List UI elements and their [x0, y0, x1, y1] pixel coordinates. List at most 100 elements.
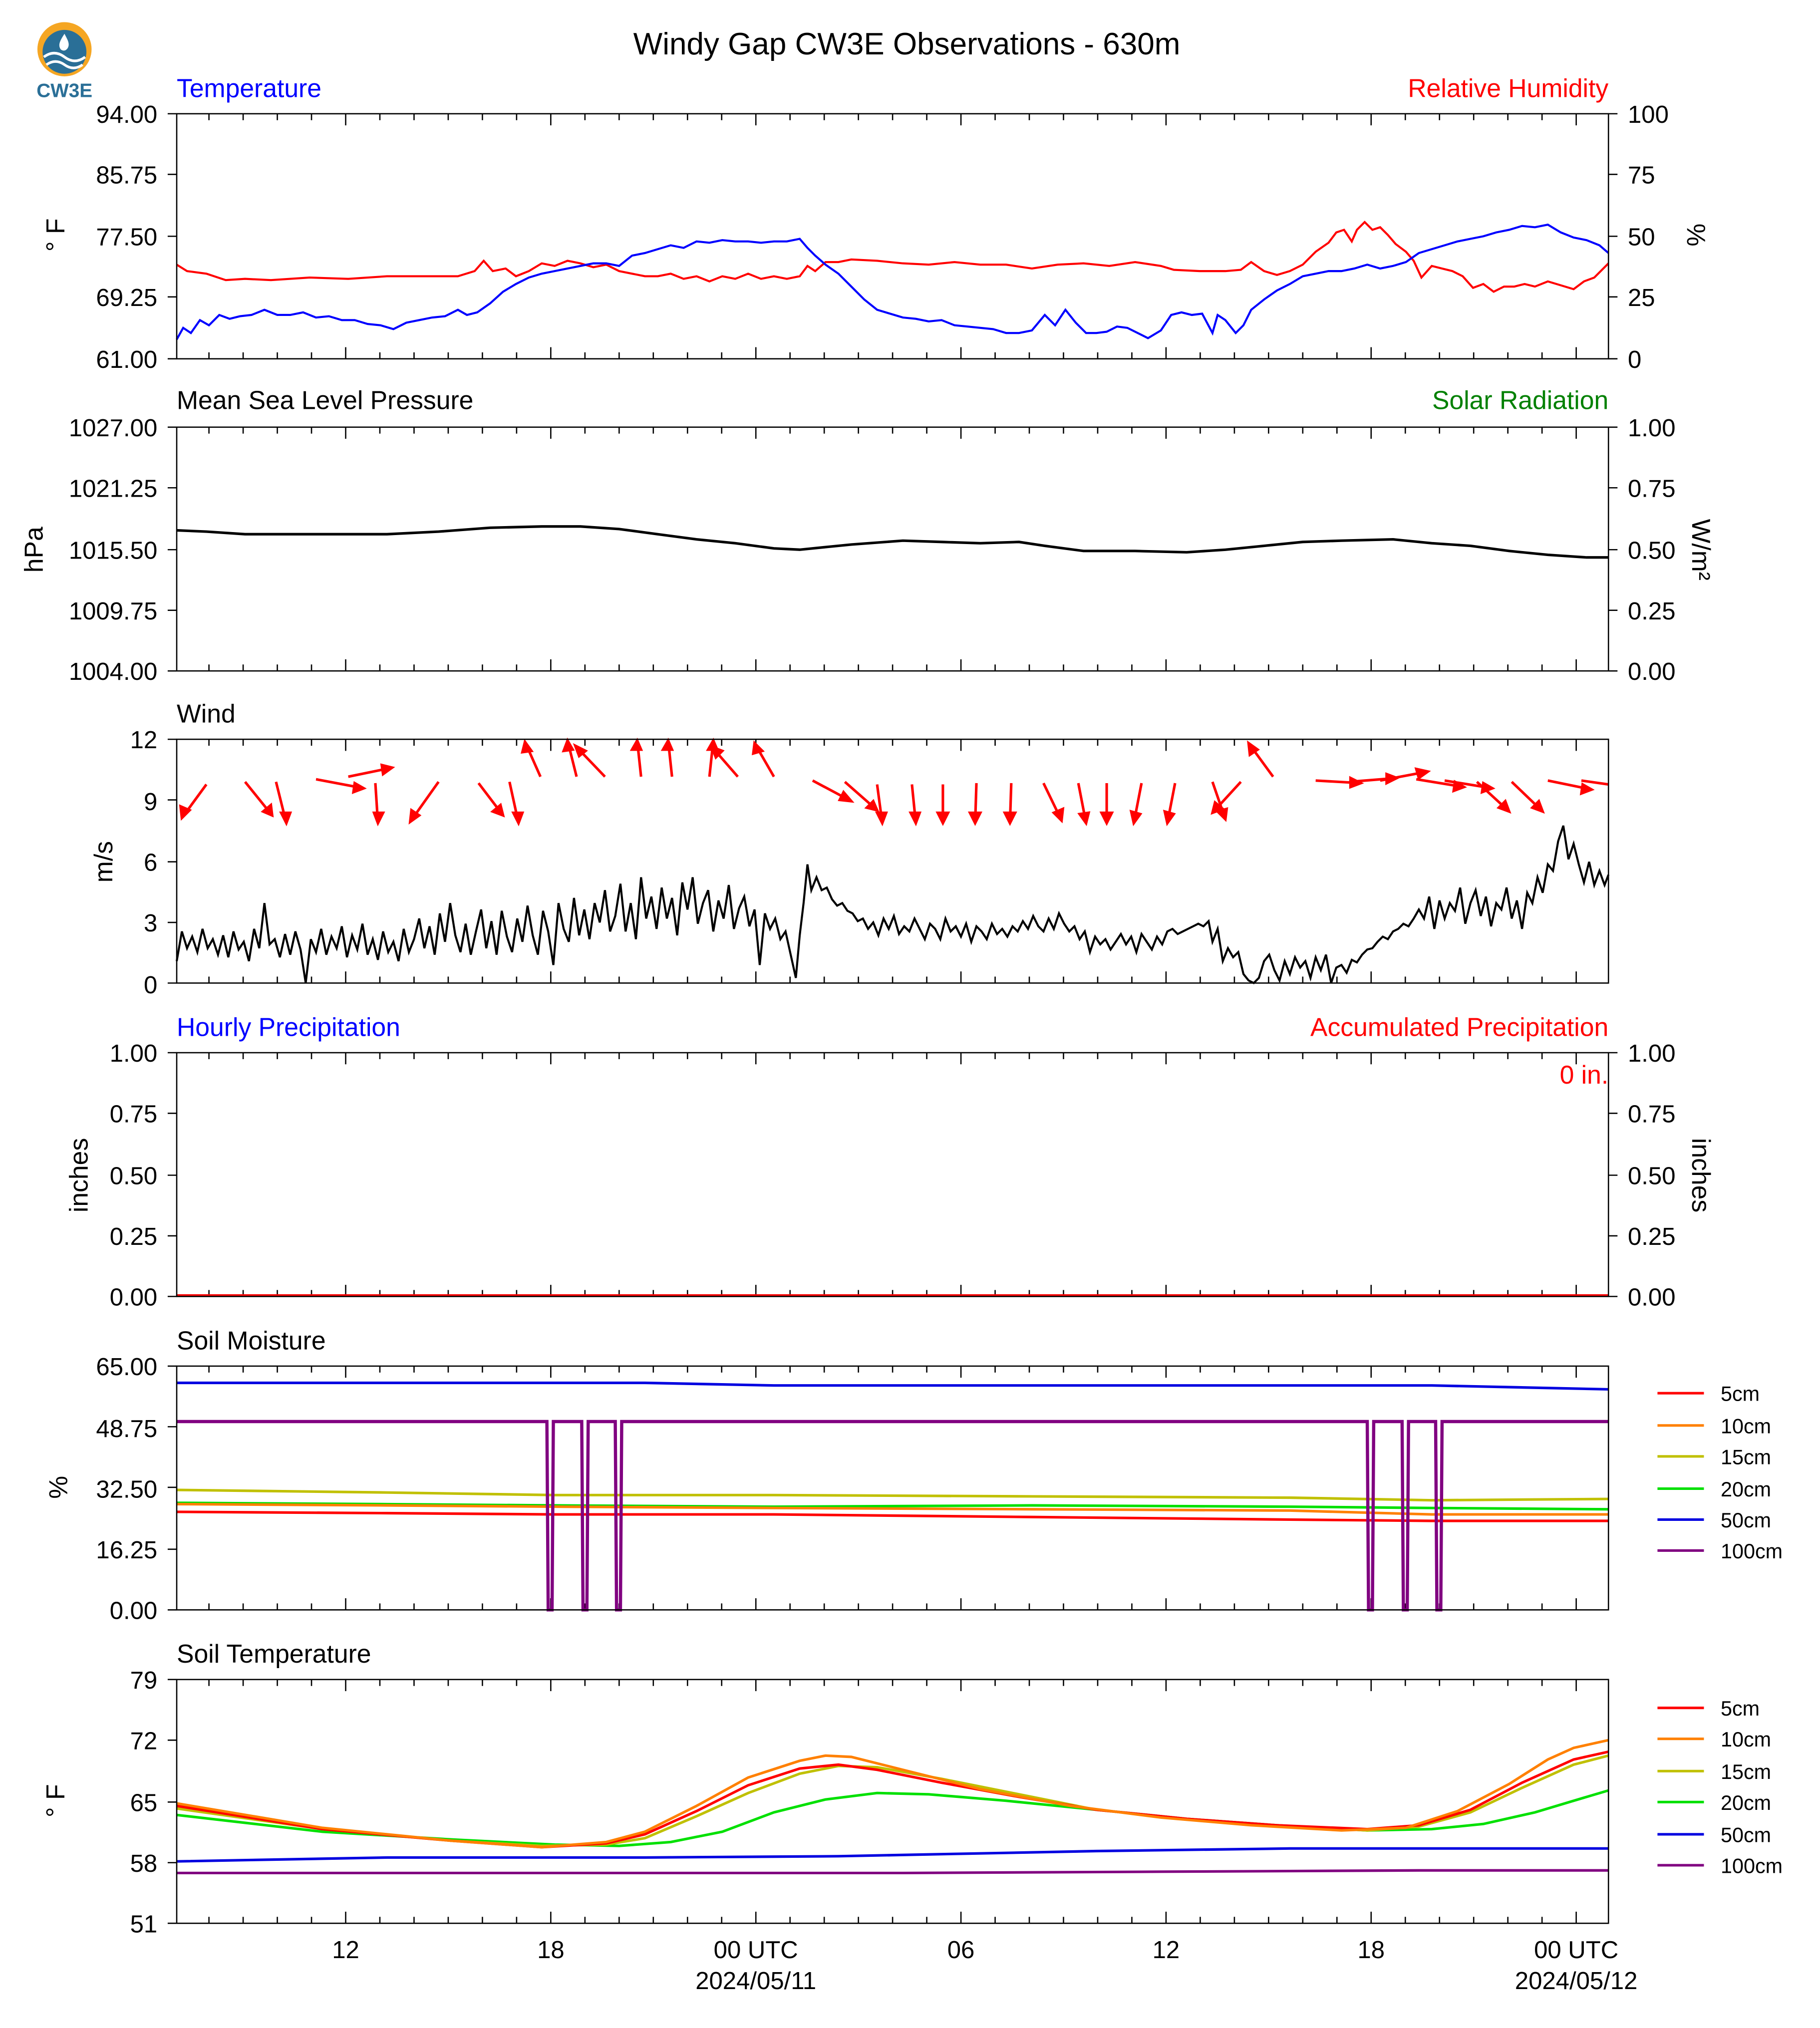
- pressure-tick: 1027.00: [69, 415, 157, 442]
- soil-moisture-legend: 5cm 10cm 15cm 20cm 50cm 100cm: [1657, 1383, 1783, 1563]
- soil-moisture-tick: 0.00: [110, 1597, 158, 1624]
- precip-tick: 1.00: [110, 1040, 158, 1067]
- pressure-ylabel: hPa: [19, 527, 48, 573]
- x-tick-label: 00 UTC: [714, 1937, 798, 1964]
- panel-soil-moisture: Soil Moisture % 65.00 48.75 32.50 16.25 …: [43, 1326, 1609, 1624]
- accum-tick: 0.25: [1628, 1223, 1676, 1250]
- temperature-title: Temperature: [177, 73, 321, 102]
- legend-label: 5cm: [1721, 1383, 1760, 1406]
- legend-label: 10cm: [1721, 1728, 1771, 1751]
- soil-moisture-title: Soil Moisture: [177, 1326, 326, 1355]
- accum-tick: 0.75: [1628, 1101, 1676, 1128]
- temperature-line: [176, 223, 1609, 340]
- rh-tick: 0: [1628, 346, 1641, 373]
- x-axis: 12 18 00 UTC 06 12 18 00 UTC 2024/05/11 …: [332, 1937, 1637, 1995]
- pressure-tick: 1009.75: [69, 598, 157, 625]
- accum-total-label: 0 in.: [1560, 1060, 1609, 1089]
- panel-soil-temperature: Soil Temperature ° F 79 72 65 58 51: [41, 1639, 1609, 1938]
- legend-label: 50cm: [1721, 1509, 1771, 1532]
- x-date-label: 2024/05/11: [695, 1968, 816, 1995]
- soil-moisture-tick: 65.00: [96, 1354, 157, 1381]
- wind-direction-arrows: [179, 737, 1609, 827]
- x-tick-label: 12: [1153, 1937, 1180, 1964]
- x-tick-label: 18: [537, 1937, 565, 1964]
- humidity-ylabel: %: [1682, 224, 1711, 247]
- soil-temp-tick: 58: [130, 1850, 158, 1877]
- soil-temp-ylabel: ° F: [41, 1784, 70, 1817]
- temperature-ylabel: ° F: [41, 218, 70, 252]
- precip-tick: 0.25: [110, 1223, 158, 1250]
- humidity-line: [176, 221, 1609, 293]
- accum-tick: 0.00: [1628, 1284, 1676, 1311]
- solar-tick: 0.00: [1628, 658, 1676, 685]
- legend-label: 15cm: [1721, 1446, 1771, 1468]
- temp-tick: 69.25: [96, 285, 157, 311]
- legend-label: 5cm: [1721, 1697, 1760, 1720]
- solar-tick: 0.75: [1628, 475, 1676, 502]
- solar-tick: 0.50: [1628, 537, 1676, 564]
- figure-title: Windy Gap CW3E Observations - 630m: [633, 27, 1181, 61]
- legend-label: 50cm: [1721, 1823, 1771, 1846]
- soil-temp-tick: 79: [130, 1667, 158, 1694]
- x-date-label: 2024/05/12: [1515, 1968, 1638, 1995]
- rh-tick: 25: [1628, 285, 1655, 311]
- x-tick-label: 12: [332, 1937, 359, 1964]
- soil-moisture-line-100cm: [177, 1420, 1609, 1612]
- x-tick-label: 00 UTC: [1534, 1937, 1618, 1964]
- legend-label: 15cm: [1721, 1760, 1771, 1783]
- logo-text: CW3E: [36, 80, 92, 101]
- precip-tick: 0.50: [110, 1163, 158, 1190]
- solar-tick: 1.00: [1628, 415, 1676, 442]
- pressure-tick: 1015.50: [69, 537, 157, 564]
- cw3e-logo: CW3E: [36, 22, 92, 101]
- temp-tick: 61.00: [96, 346, 157, 373]
- panel-wind: Wind m/s 12 9 6 3 0: [89, 699, 1610, 999]
- soil-moisture-tick: 16.25: [96, 1537, 157, 1564]
- hourly-precip-title: Hourly Precipitation: [177, 1012, 400, 1041]
- accum-tick: 1.00: [1628, 1040, 1676, 1067]
- plot-frame: [176, 426, 1609, 672]
- wind-tick: 3: [144, 910, 157, 937]
- humidity-title: Relative Humidity: [1408, 73, 1608, 102]
- solar-tick: 0.25: [1628, 598, 1676, 625]
- rh-tick: 50: [1628, 224, 1655, 251]
- wind-tick: 0: [144, 972, 157, 999]
- legend-label: 20cm: [1721, 1478, 1771, 1501]
- soil-moisture-ylabel: %: [43, 1476, 72, 1499]
- temp-tick: 77.50: [96, 224, 157, 251]
- soil-temp-tick: 65: [130, 1789, 158, 1816]
- panel-pressure-solar: Mean Sea Level Pressure Solar Radiation …: [19, 386, 1716, 686]
- plot-frame: [176, 1679, 1609, 1924]
- precip-ylabel: inches: [64, 1138, 93, 1212]
- precip-tick: 0.00: [110, 1284, 158, 1311]
- plot-frame: [176, 1052, 1609, 1297]
- soil-moisture-tick: 48.75: [96, 1416, 157, 1443]
- plot-frame: [176, 738, 1609, 984]
- plot-frame: [176, 1365, 1609, 1611]
- legend-label: 100cm: [1721, 1540, 1783, 1563]
- accum-precip-ylabel: inches: [1687, 1138, 1716, 1212]
- soil-moisture-line-50cm: [177, 1381, 1609, 1391]
- soil-moisture-tick: 32.50: [96, 1476, 157, 1503]
- soil-temp-tick: 51: [130, 1911, 158, 1938]
- soil-temp-tick: 72: [130, 1728, 158, 1754]
- accum-precip-title: Accumulated Precipitation: [1310, 1012, 1608, 1041]
- plot-frame: [176, 113, 1609, 360]
- legend-label: 10cm: [1721, 1415, 1771, 1438]
- x-tick-label: 18: [1357, 1937, 1385, 1964]
- pressure-tick: 1021.25: [69, 475, 157, 502]
- soil-temp-legend: 5cm 10cm 15cm 20cm 50cm 100cm: [1657, 1697, 1783, 1877]
- panel-temperature-humidity: Temperature Relative Humidity ° F % 94.0…: [41, 73, 1711, 373]
- wind-tick: 6: [144, 850, 157, 876]
- temp-tick: 94.00: [96, 101, 157, 128]
- wind-tick: 9: [144, 789, 157, 816]
- soil-temp-title: Soil Temperature: [177, 1639, 371, 1668]
- rh-tick: 100: [1628, 101, 1669, 128]
- rh-tick: 75: [1628, 162, 1655, 189]
- legend-label: 100cm: [1721, 1854, 1783, 1877]
- legend-label: 20cm: [1721, 1791, 1771, 1814]
- soil-temp-line-10cm: [176, 1738, 1609, 1849]
- precip-tick: 0.75: [110, 1101, 158, 1128]
- temp-tick: 85.75: [96, 162, 157, 189]
- wind-tick: 12: [130, 727, 158, 754]
